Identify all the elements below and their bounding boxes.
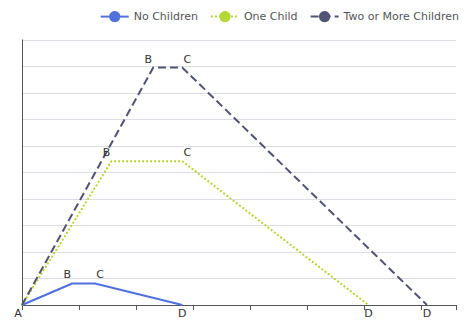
svg-text:Two or More Children: Two or More Children: [343, 10, 459, 23]
svg-text:D: D: [423, 307, 431, 320]
svg-text:D: D: [364, 307, 372, 320]
svg-text:B: B: [63, 268, 71, 281]
svg-text:A: A: [14, 307, 22, 320]
svg-text:No Children: No Children: [134, 10, 198, 23]
svg-text:D: D: [178, 307, 186, 320]
svg-text:C: C: [184, 146, 192, 159]
svg-text:C: C: [184, 53, 192, 66]
svg-text:B: B: [103, 146, 111, 159]
svg-text:One Child: One Child: [244, 10, 298, 23]
svg-text:C: C: [96, 268, 104, 281]
svg-text:B: B: [144, 53, 152, 66]
